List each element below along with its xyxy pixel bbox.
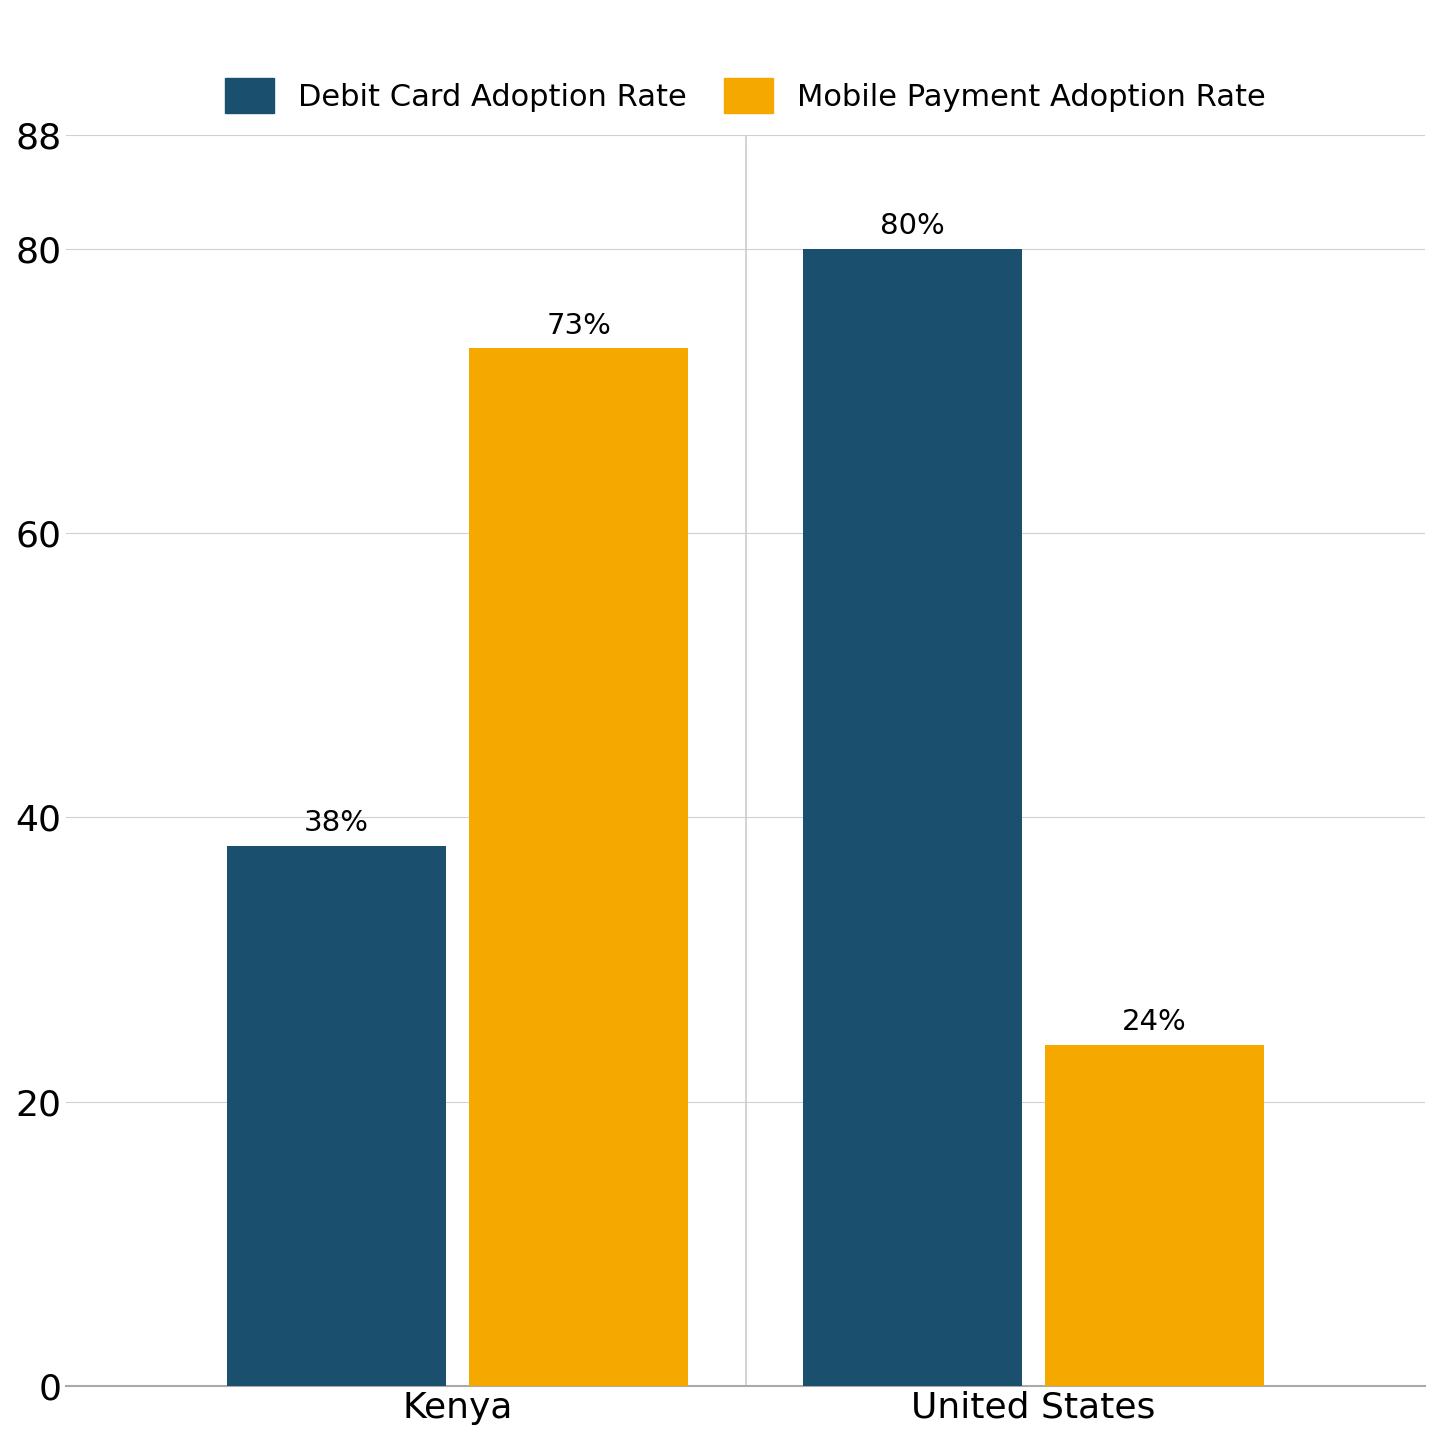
Bar bbox=[469, 348, 688, 1387]
Bar bbox=[804, 249, 1022, 1387]
Text: 80%: 80% bbox=[880, 212, 945, 240]
Text: 73%: 73% bbox=[546, 311, 611, 340]
Bar bbox=[1045, 1045, 1264, 1387]
Legend: Debit Card Adoption Rate, Mobile Payment Adoption Rate: Debit Card Adoption Rate, Mobile Payment… bbox=[210, 62, 1282, 128]
Bar bbox=[228, 845, 446, 1387]
Text: 24%: 24% bbox=[1122, 1008, 1187, 1037]
Text: 38%: 38% bbox=[304, 809, 369, 837]
